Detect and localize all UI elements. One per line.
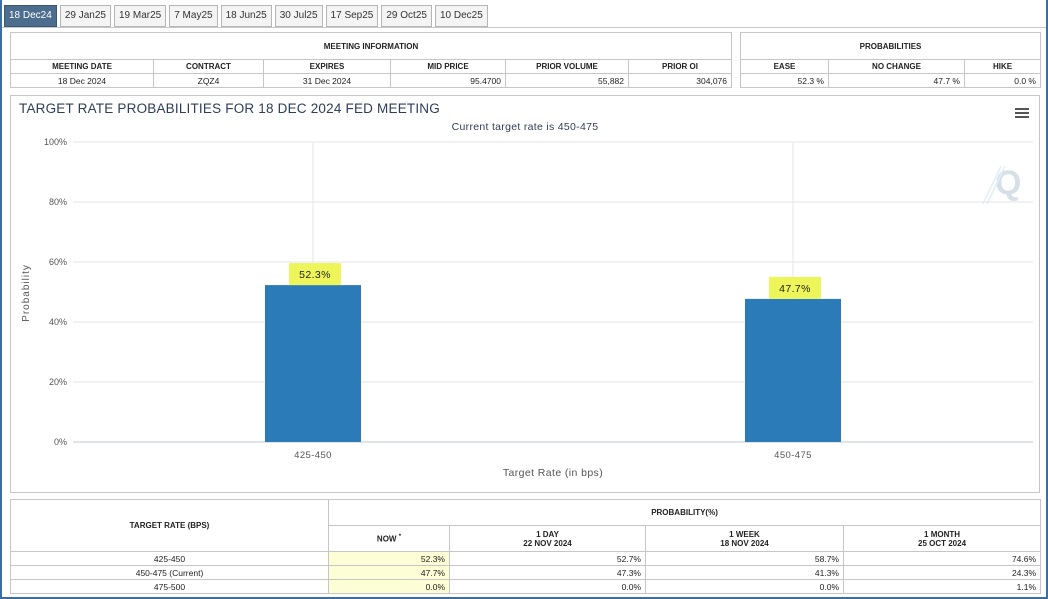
bar bbox=[745, 298, 841, 442]
tab-meeting[interactable]: 19 Mar25 bbox=[113, 5, 167, 27]
one-week-header: 1 WEEK 18 NOV 2024 bbox=[645, 525, 844, 552]
meeting-tabs: 18 Dec24 29 Jan25 19 Mar25 7 May25 18 Ju… bbox=[4, 5, 488, 27]
probabilities-table: PROBABILITIES EASE NO CHANGE HIKE 52.3 %… bbox=[740, 32, 1041, 88]
tab-meeting[interactable]: 29 Oct25 bbox=[381, 5, 432, 27]
tab-meeting[interactable]: 7 May25 bbox=[169, 5, 218, 27]
tab-meeting[interactable]: 29 Jan25 bbox=[59, 5, 111, 27]
one-day-cell: 52.7% bbox=[449, 551, 646, 566]
probability-header: PROBABILITY(%) bbox=[327, 499, 1042, 526]
data-label: 47.7% bbox=[779, 283, 811, 295]
period-date: 18 NOV 2024 bbox=[720, 538, 769, 548]
now-label: NOW bbox=[376, 534, 397, 544]
meeting-info-table: MEETING INFORMATION MEETING DATE CONTRAC… bbox=[9, 32, 733, 88]
y-tick-label: 100% bbox=[44, 137, 67, 147]
probabilities-header: PROBABILITIES bbox=[740, 32, 1041, 60]
now-cell: 52.3% bbox=[328, 551, 450, 566]
now-footnote-mark: * bbox=[398, 533, 402, 540]
meeting-info-header: MEETING INFORMATION bbox=[9, 32, 733, 60]
col-header: PRIOR VOLUME bbox=[505, 59, 629, 74]
one-month-cell: 74.6% bbox=[842, 551, 1042, 566]
prior-volume-value: 55,882 bbox=[505, 73, 629, 88]
y-tick-label: 0% bbox=[54, 437, 67, 447]
tab-meeting[interactable]: 17 Sep25 bbox=[325, 5, 379, 27]
period-label: 1 MONTH bbox=[924, 529, 961, 539]
col-header: EXPIRES bbox=[263, 59, 391, 74]
y-axis-label: Probability bbox=[21, 264, 32, 322]
rate-cell: 425-450 bbox=[10, 551, 329, 566]
col-header: MID PRICE bbox=[390, 59, 506, 74]
chart-title: TARGET RATE PROBABILITIES FOR 18 DEC 202… bbox=[19, 101, 440, 116]
ease-value: 52.3 % bbox=[740, 73, 829, 88]
data-label-bg bbox=[289, 263, 341, 286]
one-month-header: 1 MONTH 25 OCT 2024 bbox=[842, 525, 1042, 552]
one-day-cell: 0.0% bbox=[449, 579, 646, 594]
tab-meeting[interactable]: 10 Dec25 bbox=[434, 5, 488, 27]
one-month-cell: 1.1% bbox=[842, 579, 1042, 594]
tab-divider bbox=[2, 27, 1046, 28]
mid-price-value: 95.4700 bbox=[390, 73, 506, 88]
one-day-cell: 47.3% bbox=[449, 565, 646, 580]
col-header: EASE bbox=[740, 59, 829, 74]
period-label: 1 DAY bbox=[536, 529, 559, 539]
one-day-header: 1 DAY 22 NOV 2024 bbox=[449, 525, 646, 552]
x-tick-label: 450-475 bbox=[774, 450, 812, 461]
contract-value: ZQZ4 bbox=[153, 73, 264, 88]
hamburger-menu-icon[interactable] bbox=[1015, 108, 1029, 120]
bar-chart: 0% 20% 40% 60% 80% 100% 52.3% 47.7% 425-450 450… bbox=[21, 137, 1033, 479]
table-row: 450-475 (Current) 47.7% 47.3% 41.3% 24.3… bbox=[10, 565, 1042, 580]
prior-oi-value: 304,076 bbox=[627, 73, 733, 88]
now-cell: 47.7% bbox=[328, 565, 450, 580]
one-week-cell: 41.3% bbox=[645, 565, 844, 580]
one-week-cell: 0.0% bbox=[645, 579, 844, 594]
x-tick-label: 425-450 bbox=[294, 450, 332, 461]
period-date: 25 OCT 2024 bbox=[918, 538, 967, 548]
chart-panel: TARGET RATE PROBABILITIES FOR 18 DEC 202… bbox=[10, 95, 1040, 493]
y-tick-label: 60% bbox=[49, 257, 67, 267]
period-label: 1 WEEK bbox=[729, 529, 760, 539]
rate-cell: 450-475 (Current) bbox=[10, 565, 329, 580]
now-header: NOW * bbox=[328, 525, 450, 552]
watermark-logo-icon: Q bbox=[982, 164, 1021, 205]
probability-history-table: TARGET RATE (BPS) PROBABILITY(%) NOW * 1… bbox=[10, 499, 1042, 594]
expires-value: 31 Dec 2024 bbox=[263, 73, 391, 88]
period-date: 22 NOV 2024 bbox=[523, 538, 572, 548]
col-header: MEETING DATE bbox=[10, 59, 154, 74]
now-cell: 0.0% bbox=[328, 579, 450, 594]
table-row: 475-500 0.0% 0.0% 0.0% 1.1% bbox=[10, 579, 1042, 594]
tab-meeting[interactable]: 30 Jul25 bbox=[274, 5, 323, 27]
one-week-cell: 58.7% bbox=[645, 551, 844, 566]
chart-subtitle: Current target rate is 450-475 bbox=[451, 121, 599, 133]
y-tick-label: 40% bbox=[49, 317, 67, 327]
col-header: HIKE bbox=[964, 59, 1041, 74]
y-tick-label: 20% bbox=[49, 377, 67, 387]
bar bbox=[265, 285, 361, 442]
col-header: NO CHANGE bbox=[828, 59, 965, 74]
meeting-date-value: 18 Dec 2024 bbox=[10, 73, 154, 88]
data-label-bg bbox=[769, 276, 821, 299]
col-header: CONTRACT bbox=[153, 59, 264, 74]
tab-meeting[interactable]: 18 Jun25 bbox=[220, 5, 272, 27]
y-tick-label: 80% bbox=[49, 197, 67, 207]
no-change-value: 47.7 % bbox=[828, 73, 965, 88]
target-rate-header: TARGET RATE (BPS) bbox=[10, 499, 329, 552]
hike-value: 0.0 % bbox=[964, 73, 1041, 88]
data-label: 52.3% bbox=[299, 269, 331, 281]
tab-meeting[interactable]: 18 Dec24 bbox=[4, 5, 57, 27]
col-header: PRIOR OI bbox=[627, 59, 733, 74]
x-axis-label: Target Rate (in bps) bbox=[503, 467, 603, 479]
rate-cell: 475-500 bbox=[10, 579, 329, 594]
one-month-cell: 24.3% bbox=[842, 565, 1042, 580]
table-row: 425-450 52.3% 52.7% 58.7% 74.6% bbox=[10, 551, 1042, 566]
